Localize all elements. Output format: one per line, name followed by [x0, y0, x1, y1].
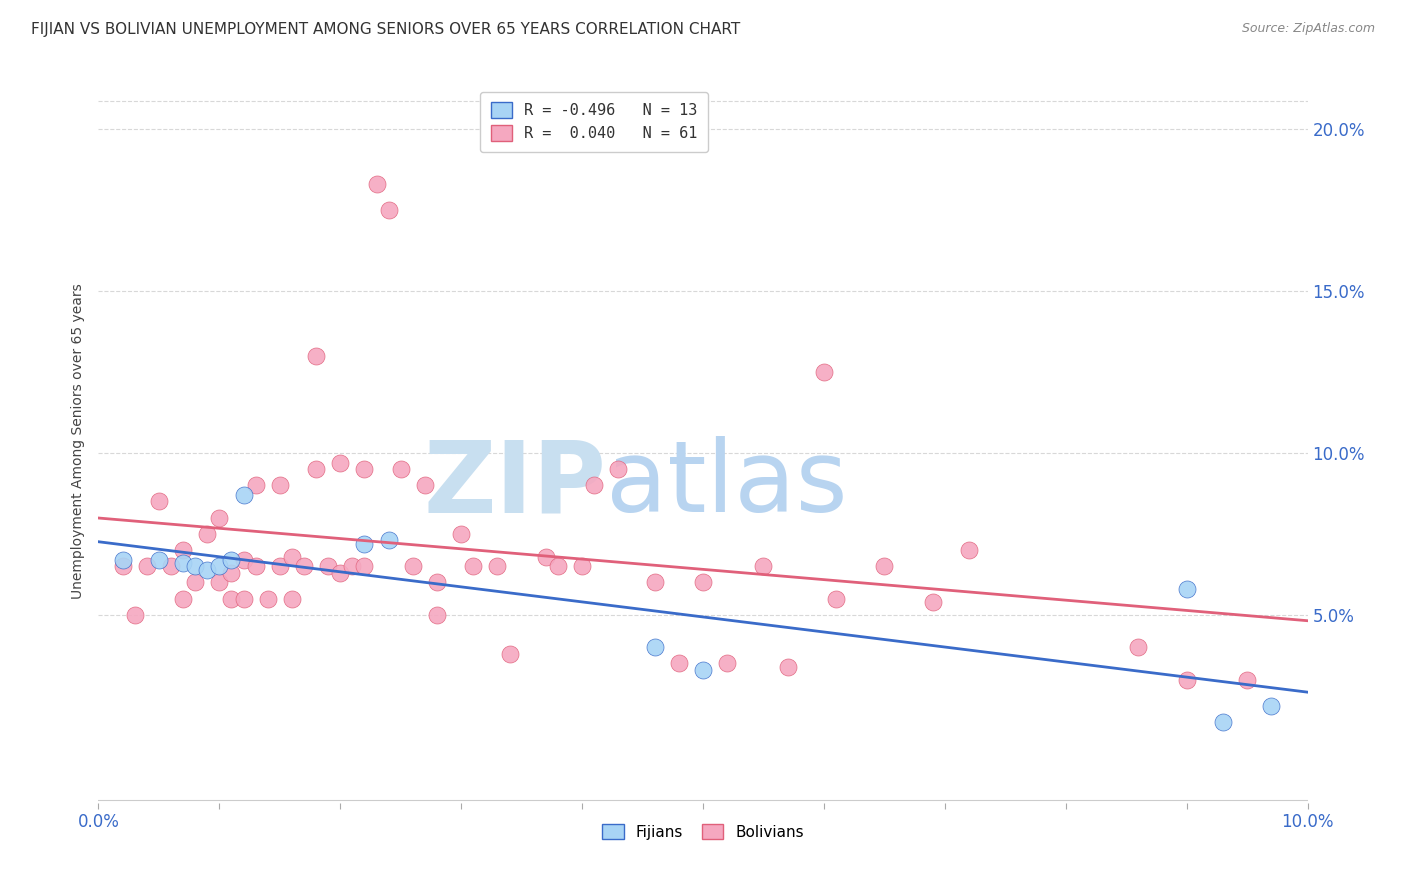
Point [571, 559, 593, 574]
Point [366, 177, 388, 191]
Point [716, 657, 738, 671]
Point [353, 462, 375, 476]
Text: ZIP: ZIP [423, 436, 606, 533]
Point [221, 566, 243, 580]
Point [583, 478, 606, 492]
Point [195, 527, 218, 541]
Point [281, 549, 304, 564]
Text: atlas: atlas [606, 436, 848, 533]
Point [463, 559, 485, 574]
Point [148, 494, 170, 508]
Point [232, 591, 254, 606]
Point [232, 488, 254, 502]
Point [124, 607, 146, 622]
Point [281, 591, 304, 606]
Point [111, 553, 134, 567]
Point [135, 559, 157, 574]
Point [921, 595, 943, 609]
Point [873, 559, 896, 574]
Point [426, 575, 449, 590]
Point [184, 559, 207, 574]
Point [1175, 582, 1198, 596]
Point [342, 559, 364, 574]
Point [292, 559, 315, 574]
Point [221, 591, 243, 606]
Point [813, 365, 835, 379]
Point [486, 559, 509, 574]
Point [498, 647, 520, 661]
Point [256, 591, 278, 606]
Point [353, 559, 375, 574]
Point [1236, 673, 1258, 687]
Point [1128, 640, 1150, 655]
Point [692, 575, 714, 590]
Point [825, 591, 848, 606]
Point [269, 559, 291, 574]
Y-axis label: Unemployment Among Seniors over 65 years: Unemployment Among Seniors over 65 years [72, 284, 86, 599]
Point [389, 462, 412, 476]
Point [1175, 673, 1198, 687]
Point [329, 456, 352, 470]
Point [534, 549, 557, 564]
Point [353, 536, 375, 550]
Point [172, 543, 194, 558]
Point [245, 478, 267, 492]
Point [377, 202, 399, 217]
Point [1260, 698, 1282, 713]
Point [160, 559, 183, 574]
Point [148, 553, 170, 567]
Text: Source: ZipAtlas.com: Source: ZipAtlas.com [1241, 22, 1375, 36]
Point [402, 559, 425, 574]
Point [413, 478, 436, 492]
Point [269, 478, 291, 492]
Point [172, 591, 194, 606]
Point [184, 575, 207, 590]
Point [329, 566, 352, 580]
Point [208, 575, 231, 590]
Point [450, 527, 472, 541]
Text: FIJIAN VS BOLIVIAN UNEMPLOYMENT AMONG SENIORS OVER 65 YEARS CORRELATION CHART: FIJIAN VS BOLIVIAN UNEMPLOYMENT AMONG SE… [31, 22, 740, 37]
Point [305, 349, 328, 363]
Point [776, 659, 799, 673]
Point [232, 553, 254, 567]
Point [668, 657, 690, 671]
Point [305, 462, 328, 476]
Point [195, 562, 218, 576]
Point [644, 640, 666, 655]
Legend: Fijians, Bolivians: Fijians, Bolivians [596, 818, 810, 846]
Point [957, 543, 980, 558]
Point [1212, 714, 1234, 729]
Point [245, 559, 267, 574]
Point [607, 462, 630, 476]
Point [426, 607, 449, 622]
Point [208, 559, 231, 574]
Point [316, 559, 339, 574]
Point [644, 575, 666, 590]
Point [692, 663, 714, 677]
Point [111, 559, 134, 574]
Point [208, 510, 231, 524]
Point [172, 556, 194, 570]
Point [221, 553, 243, 567]
Point [377, 533, 399, 548]
Point [547, 559, 569, 574]
Point [752, 559, 775, 574]
